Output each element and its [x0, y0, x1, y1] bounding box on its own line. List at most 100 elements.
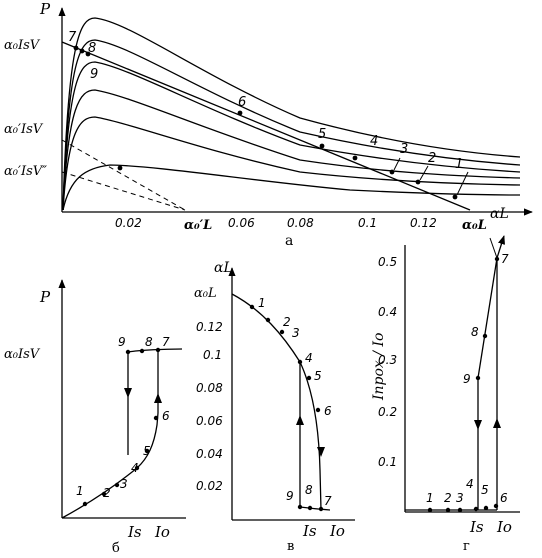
panel-d-point-7: [494, 256, 500, 262]
panel-c-y-tick-1: 0.12: [196, 320, 223, 334]
panel-a-point-9: [85, 51, 91, 57]
panel-a-y-label-2: α₀′IsV: [4, 122, 44, 137]
panel-b-point-3: [114, 482, 120, 488]
panel-d-point-label-8: 8: [471, 325, 479, 339]
panel-a-point-6: [237, 110, 243, 116]
panel-b-point-7: [155, 347, 161, 353]
panel-b-point-9: [125, 349, 131, 355]
panel-d-arrow-up: [493, 418, 501, 428]
panel-c-arrow-up: [296, 415, 304, 425]
panel-c: αL α₀L 0.12 0.1 0.08 0.06 0.04 0.02 Is I…: [194, 260, 355, 554]
panel-c-point-label-1: 1: [258, 296, 266, 310]
panel-d-point-3: [457, 507, 463, 513]
panel-b-point-2: [101, 491, 107, 497]
panel-d-y-tick-1: 0.5: [378, 255, 397, 269]
panel-c-point-8: [307, 505, 313, 511]
panel-d-point-label-1: 1: [426, 491, 434, 505]
panel-a-x-tick-4: 0.1: [358, 216, 377, 230]
panel-a-y-label-1: α₀IsV: [4, 38, 41, 53]
panel-d-point-label-6: 6: [500, 491, 508, 505]
panel-c-y-axis-label: αL: [214, 260, 233, 276]
panel-c-y-tick-3: 0.08: [196, 381, 223, 395]
panel-b-y-label: α₀IsV: [4, 347, 41, 362]
panel-a-x-tick-2: 0.06: [228, 216, 255, 230]
panel-a-dashed-line-1: [61, 139, 186, 211]
panel-d-y-tick-4: 0.2: [378, 405, 397, 419]
panel-c-y-tick-6: 0.02: [196, 479, 223, 493]
panel-d-y-tick-2: 0.4: [378, 305, 397, 319]
panel-d-point-5: [483, 505, 489, 511]
panel-b-arrow-down: [124, 388, 132, 398]
panel-b-point-4: [134, 465, 140, 471]
panel-b-point-label-9: 9: [118, 335, 126, 349]
panel-c-y-tick-4: 0.06: [196, 414, 223, 428]
panel-d-point-label-7: 7: [501, 252, 509, 266]
panel-c-point-9: [297, 504, 303, 510]
panel-c-point-7: [318, 506, 324, 512]
panel-b-y-axis-label: P: [39, 288, 51, 306]
panel-d-point-label-4: 4: [466, 477, 474, 491]
panel-a-point-3: [389, 169, 395, 175]
panel-a: P αL α₀IsV α₀′IsV α₀′IsV″ 0.02 0.06 0.08…: [4, 0, 533, 249]
panel-a-point-label-9: 9: [90, 67, 98, 82]
panel-a-point-8: [79, 48, 85, 54]
panel-a-curve-1: [62, 17, 521, 211]
panel-a-point-label-6: 6: [238, 95, 246, 110]
panel-c-y-tick-2: 0.1: [203, 348, 222, 362]
panel-d-point-label-3: 3: [456, 491, 464, 505]
panel-b: P α₀IsV Is Io 1 2 3 4 5 6 7 8 9 б: [4, 279, 186, 556]
panel-b-point-label-1: 1: [76, 484, 84, 498]
panel-a-x-label-alpha0-L: α₀L: [462, 218, 487, 233]
panel-b-point-1: [82, 501, 88, 507]
panel-b-lower-branch: [61, 412, 159, 519]
panel-b-point-label-5: 5: [143, 444, 151, 458]
panel-d-y-axis-label: Iпрох / Io: [371, 333, 387, 401]
panel-a-point-7: [73, 45, 79, 51]
panel-b-x-label-Io: Io: [154, 523, 170, 541]
panel-c-arrow-down: [317, 447, 325, 457]
panel-a-x-tick-3: 0.08: [287, 216, 314, 230]
panel-a-x-axis-label: αL: [490, 206, 509, 222]
panel-d-caption: г: [463, 539, 470, 554]
panel-a-x-tick-5: 0.12: [410, 216, 437, 230]
panel-c-point-2: [265, 317, 271, 323]
panel-c-main-curve: [231, 293, 322, 511]
panel-b-arrow-up: [154, 393, 162, 403]
panel-d: Iпрох / Io 0.5 0.4 0.3 0.2 0.1 Is Io 1 2…: [371, 235, 520, 554]
panel-d-y-tick-5: 0.1: [378, 455, 397, 469]
panel-d-arrow-down: [474, 420, 482, 430]
panel-a-curve-4: [62, 89, 521, 211]
panel-c-point-label-4: 4: [305, 351, 313, 365]
panel-c-point-label-2: 2: [283, 315, 291, 329]
panel-a-point-label-3: 3: [400, 142, 408, 157]
panel-a-curve-2: [62, 39, 521, 211]
panel-b-point-label-3: 3: [120, 477, 128, 491]
panel-d-point-4: [473, 506, 479, 512]
panel-c-point-label-5: 5: [314, 369, 322, 383]
panel-a-y-label-3: α₀′IsV″: [4, 164, 47, 179]
panel-a-point-5: [319, 143, 325, 149]
panel-b-upper-branch: [127, 348, 183, 353]
panel-a-point-4: [352, 155, 358, 161]
panel-a-point-1: [452, 194, 458, 200]
panel-c-point-4: [297, 359, 303, 365]
panel-d-x-label-Io: Io: [496, 518, 512, 536]
panel-d-top-arrow: [496, 235, 505, 259]
panel-b-point-label-4: 4: [131, 461, 139, 475]
panel-b-caption: б: [112, 541, 120, 556]
panel-a-point-label-1: 1: [455, 157, 463, 172]
panel-b-x-label-Is: Is: [127, 523, 142, 541]
panel-b-point-6: [153, 415, 159, 421]
panel-c-point-label-7: 7: [324, 494, 332, 508]
panel-a-leader-3: [393, 157, 401, 171]
panel-d-top-branch: [489, 237, 498, 259]
panel-a-curve-6: [62, 164, 521, 211]
panel-d-point-9: [475, 375, 481, 381]
panel-d-point-2: [445, 507, 451, 513]
panel-c-point-5: [306, 375, 312, 381]
panel-b-point-8: [139, 348, 145, 354]
panel-b-point-label-7: 7: [162, 335, 170, 349]
panel-a-caption: а: [285, 233, 293, 249]
panel-a-point-label-2: 2: [428, 151, 436, 166]
